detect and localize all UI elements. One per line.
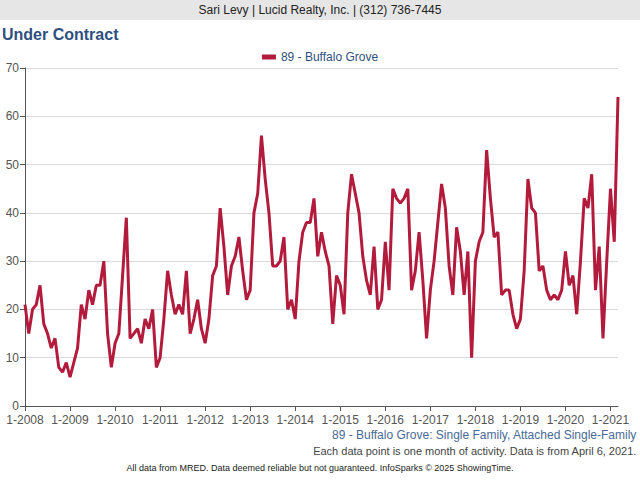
svg-text:1-2014: 1-2014 [277,413,315,427]
svg-text:1-2021: 1-2021 [592,413,630,427]
svg-text:Each data point is one month o: Each data point is one month of activity… [313,445,636,457]
svg-text:89 - Buffalo Grove: Single Fam: 89 - Buffalo Grove: Single Family, Attac… [332,428,636,442]
svg-text:0: 0 [12,399,19,413]
svg-text:1-2016: 1-2016 [367,413,405,427]
svg-text:20: 20 [6,302,20,316]
svg-text:1-2008: 1-2008 [6,413,44,427]
svg-text:60: 60 [6,109,20,123]
svg-text:Sari Levy | Lucid Realty, Inc.: Sari Levy | Lucid Realty, Inc. | (312) 7… [199,3,442,17]
svg-text:1-2015: 1-2015 [322,413,360,427]
svg-text:10: 10 [6,351,20,365]
svg-text:89 - Buffalo Grove: 89 - Buffalo Grove [281,50,378,64]
svg-text:1-2013: 1-2013 [232,413,270,427]
svg-text:1-2019: 1-2019 [502,413,540,427]
svg-text:1-2009: 1-2009 [51,413,89,427]
svg-text:70: 70 [6,61,20,75]
svg-text:1-2012: 1-2012 [186,413,224,427]
svg-text:1-2011: 1-2011 [142,413,179,427]
svg-text:1-2020: 1-2020 [547,413,585,427]
svg-text:1-2010: 1-2010 [96,413,134,427]
svg-text:50: 50 [6,158,20,172]
svg-text:30: 30 [6,254,20,268]
svg-text:40: 40 [6,206,20,220]
svg-text:1-2017: 1-2017 [412,413,450,427]
svg-text:1-2018: 1-2018 [457,413,495,427]
svg-text:All data from MRED. Data deeme: All data from MRED. Data deemed reliable… [126,463,513,473]
svg-text:Under Contract: Under Contract [2,26,119,43]
